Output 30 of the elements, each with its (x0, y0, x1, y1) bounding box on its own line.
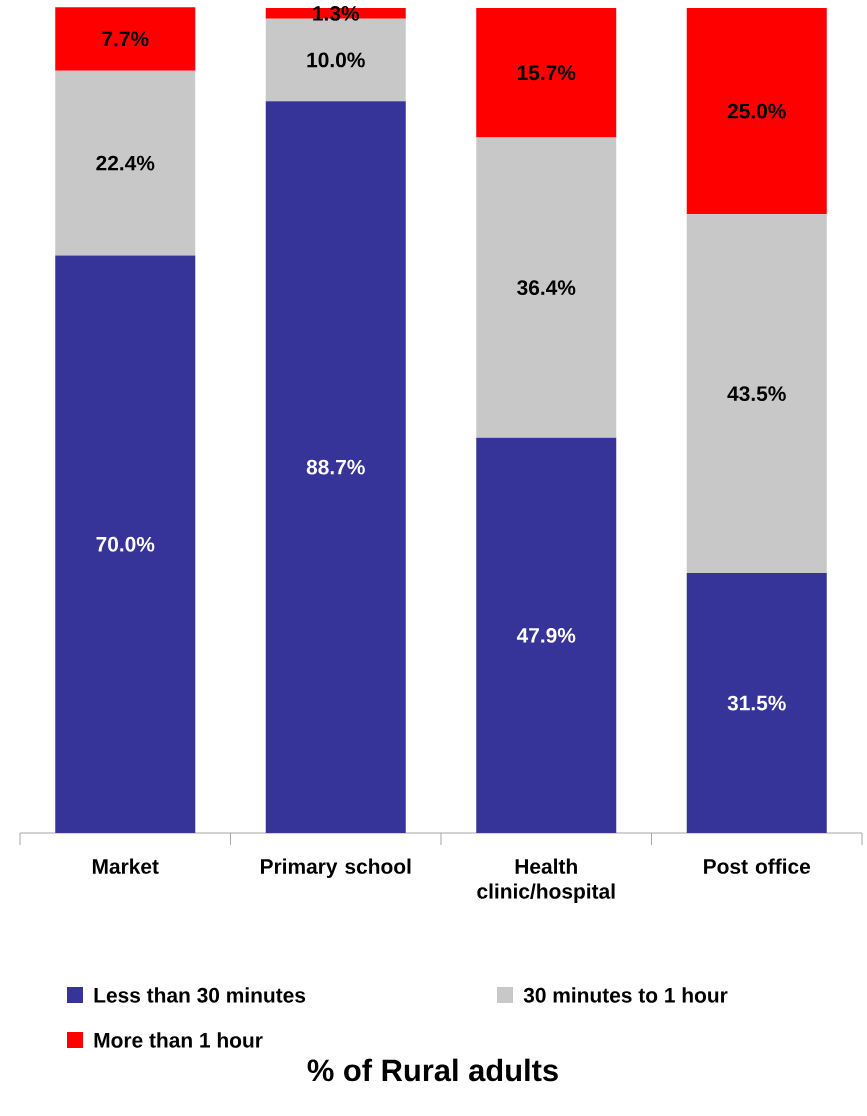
bar (686, 7, 827, 215)
bar (55, 7, 196, 71)
data-label: 36.4% (517, 280, 576, 296)
x-tick-label: Health clinic/hospital (477, 858, 615, 903)
legend-label: More than 1 hour (94, 1032, 263, 1048)
x-tick-label: Post office (704, 858, 811, 874)
bar (686, 573, 827, 833)
data-label: 10.0% (307, 52, 365, 68)
bar (265, 101, 406, 833)
text: % of Rural adults (307, 1058, 558, 1082)
data-label: 31.5% (727, 695, 786, 711)
bar (55, 255, 196, 833)
bar (476, 7, 617, 138)
data-label: 15.7% (517, 65, 576, 81)
bar (476, 437, 617, 833)
data-label: 70.0% (96, 536, 155, 552)
bar (55, 70, 196, 256)
legend-label: 30 minutes to 1 hour (523, 987, 728, 1003)
data-label: 1.3% (313, 5, 360, 21)
data-label: 25.0% (727, 103, 786, 119)
x-tick-label: Primary school (260, 858, 411, 879)
data-label: 22.4% (96, 155, 155, 171)
bar (476, 137, 617, 438)
x-tick-label: Market (92, 858, 159, 874)
data-label: 7.7% (102, 31, 149, 47)
data-label: 47.9% (516, 627, 576, 643)
legend-label: Less than 30 minutes (94, 987, 306, 1003)
data-label: 43.5% (727, 386, 786, 402)
bar (686, 214, 827, 574)
data-label: 88.7% (306, 459, 365, 475)
